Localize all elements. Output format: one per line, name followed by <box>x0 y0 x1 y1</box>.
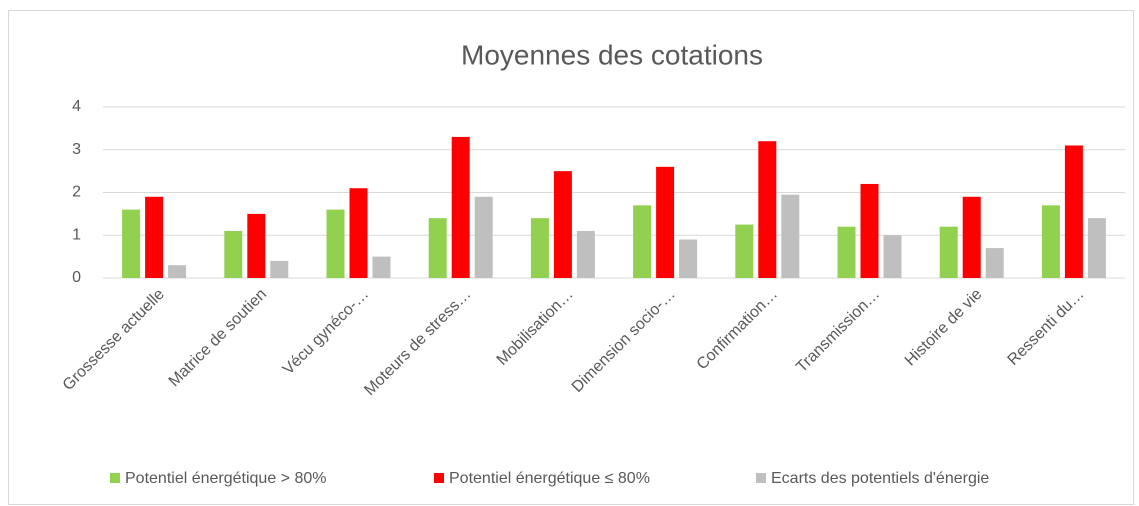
legend-label: Potentiel énergétique ≤ 80% <box>449 470 650 487</box>
bar <box>633 205 652 278</box>
bar <box>1064 145 1083 278</box>
bar <box>656 166 675 278</box>
legend-label: Ecarts des potentiels d'énergie <box>771 470 989 487</box>
y-tick-label: 3 <box>72 141 81 158</box>
bar <box>451 136 470 278</box>
bar <box>553 171 572 278</box>
bar <box>781 194 800 278</box>
bar <box>1087 218 1106 278</box>
legend-swatch <box>110 473 120 483</box>
legend-swatch <box>434 473 444 483</box>
bar <box>735 224 754 278</box>
bar <box>530 218 549 278</box>
bar <box>1041 205 1060 278</box>
bar <box>247 213 266 278</box>
legend-label: Potentiel énergétique > 80% <box>125 470 326 487</box>
bar <box>224 230 243 278</box>
bar <box>883 235 902 278</box>
bar <box>576 230 595 278</box>
bar <box>326 209 345 278</box>
legend-swatch <box>756 473 766 483</box>
bar <box>758 141 777 278</box>
bar <box>939 226 958 278</box>
bar <box>428 218 447 278</box>
bar <box>372 256 391 278</box>
y-tick-label: 2 <box>72 184 81 201</box>
y-tick-label: 0 <box>72 269 81 286</box>
bar <box>474 196 493 278</box>
bar <box>679 239 698 278</box>
bar <box>962 196 981 278</box>
y-tick-label: 4 <box>72 98 81 115</box>
bar <box>270 260 289 278</box>
chart-title: Moyennes des cotations <box>461 39 763 70</box>
bar <box>145 196 164 278</box>
bar <box>349 188 368 278</box>
bar <box>837 226 856 278</box>
bar <box>860 183 879 278</box>
bar <box>168 265 187 278</box>
bar <box>122 209 141 278</box>
bar <box>985 248 1004 278</box>
y-tick-label: 1 <box>72 226 81 243</box>
